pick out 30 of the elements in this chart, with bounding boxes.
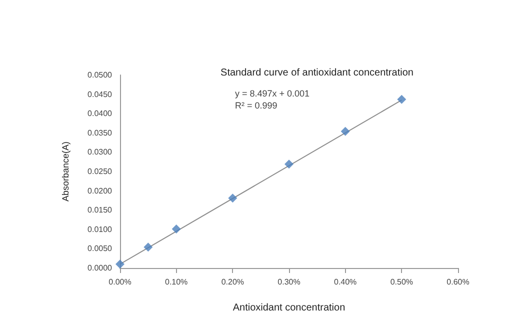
y-tick-label: 0.0200 [88, 186, 113, 196]
y-tick-label: 0.0050 [88, 244, 113, 254]
y-tick-label: 0.0250 [88, 167, 113, 176]
y-tick-label: 0.0450 [88, 90, 113, 99]
x-tick-label: 0.20% [221, 278, 244, 286]
y-tick-label: 0.0500 [88, 70, 113, 80]
y-tick-label: 0.0300 [88, 148, 113, 157]
point [397, 94, 406, 104]
point [284, 160, 294, 169]
x-tick-label: 0.60% [446, 278, 470, 286]
x-tick-label: 0.00% [108, 278, 132, 286]
x-tick-label: 0.30% [278, 278, 300, 286]
y-axis-title: Absorbance(A) [60, 141, 70, 202]
point [144, 242, 153, 252]
y-tick-label: 0.0150 [88, 206, 113, 215]
y-tick-label: 0.0400 [88, 109, 113, 118]
x-tick-label: 0.40% [334, 278, 357, 286]
chart-title: Standard curve of antioxidant concentration [220, 68, 414, 78]
point [340, 126, 350, 136]
y-tick-label: 0.0000 [88, 264, 113, 272]
annotation: y = 8.497x + 0.001 [235, 88, 310, 98]
y-tick-label: 0.0350 [88, 128, 113, 138]
x-tick-label: 0.10% [164, 278, 188, 286]
y-tick-label: 0.0100 [88, 224, 113, 234]
point [172, 224, 181, 234]
point [116, 260, 124, 269]
annotation: R² = 0.999 [234, 100, 278, 110]
x-axis-title: Antioxidant concentration [232, 302, 346, 314]
point [228, 194, 238, 203]
x-tick-label: 0.50% [390, 278, 414, 286]
